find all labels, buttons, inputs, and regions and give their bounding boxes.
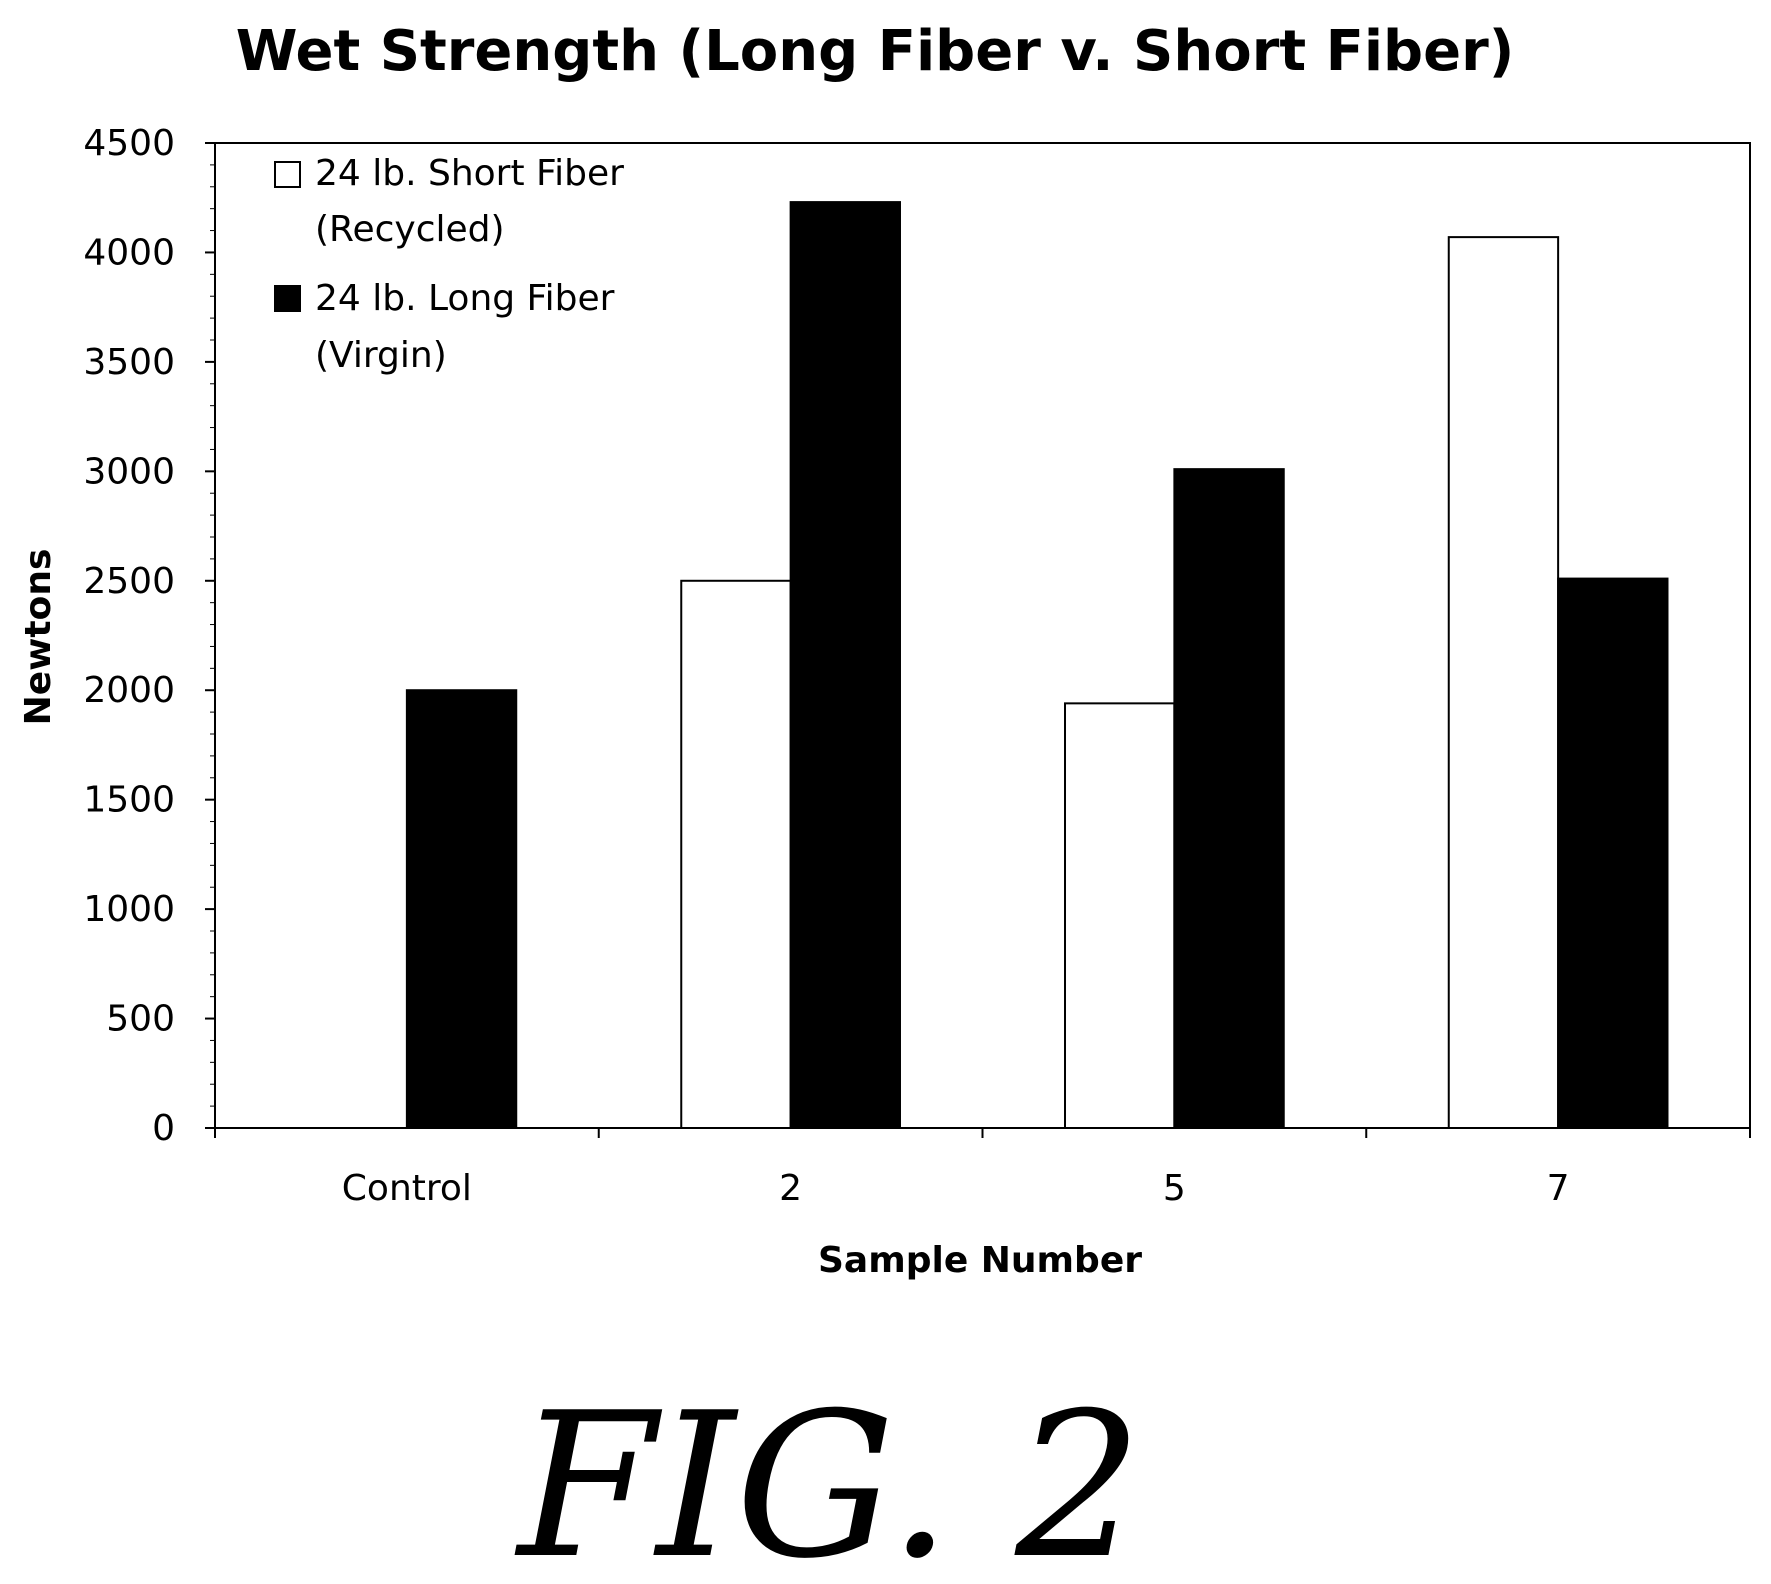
bar-series-0-2 bbox=[680, 579, 792, 1129]
y-tick-label: 3500 bbox=[83, 342, 175, 383]
y-tick-label: 4500 bbox=[83, 123, 175, 164]
y-axis: 0 500 1000 1500 2000 2500 3000 3500 4000 4500 bbox=[83, 123, 215, 1149]
x-tick-label: Control bbox=[342, 1168, 472, 1209]
legend-swatch-long-fiber bbox=[274, 285, 301, 312]
bars bbox=[405, 201, 1669, 1130]
x-axis: Control 2 5 7 bbox=[214, 1128, 1751, 1209]
bar-series-0-5 bbox=[1064, 702, 1176, 1129]
legend-label-long-fiber-line2: (Virgin) bbox=[315, 335, 447, 376]
y-tick-label: 500 bbox=[106, 999, 175, 1040]
y-tick-label: 1500 bbox=[83, 780, 175, 821]
legend-swatch-short-fiber bbox=[274, 161, 301, 188]
x-tick-label: 2 bbox=[779, 1168, 802, 1209]
bar-series-1-5 bbox=[1173, 468, 1285, 1129]
x-tick-label: 5 bbox=[1163, 1168, 1186, 1209]
legend-label-short-fiber-line2: (Recycled) bbox=[315, 209, 505, 250]
bar-series-1-2 bbox=[789, 201, 901, 1130]
legend: 24 lb. Short Fiber (Recycled) 24 lb. Lon… bbox=[274, 153, 624, 376]
figure-caption: FIG. 2 bbox=[514, 1370, 1143, 1584]
x-tick-label: 7 bbox=[1547, 1168, 1570, 1209]
y-tick-label: 2500 bbox=[83, 561, 175, 602]
y-tick-label: 1000 bbox=[83, 889, 175, 930]
bar-series-1-7 bbox=[1557, 577, 1669, 1129]
y-tick-label: 0 bbox=[152, 1108, 175, 1149]
x-axis-label: Sample Number bbox=[818, 1240, 1142, 1281]
y-tick-label: 4000 bbox=[83, 232, 175, 273]
legend-label-short-fiber-line1: 24 lb. Short Fiber bbox=[315, 153, 624, 194]
y-tick-label: 2000 bbox=[83, 670, 175, 711]
chart-title: Wet Strength (Long Fiber v. Short Fiber) bbox=[236, 19, 1515, 84]
y-tick-label: 3000 bbox=[83, 451, 175, 492]
bar-series-0-7 bbox=[1447, 236, 1560, 1130]
y-axis-label: Newtons bbox=[18, 549, 59, 726]
bar-series-1-Control bbox=[405, 689, 518, 1129]
legend-label-long-fiber-line1: 24 lb. Long Fiber bbox=[315, 278, 615, 319]
